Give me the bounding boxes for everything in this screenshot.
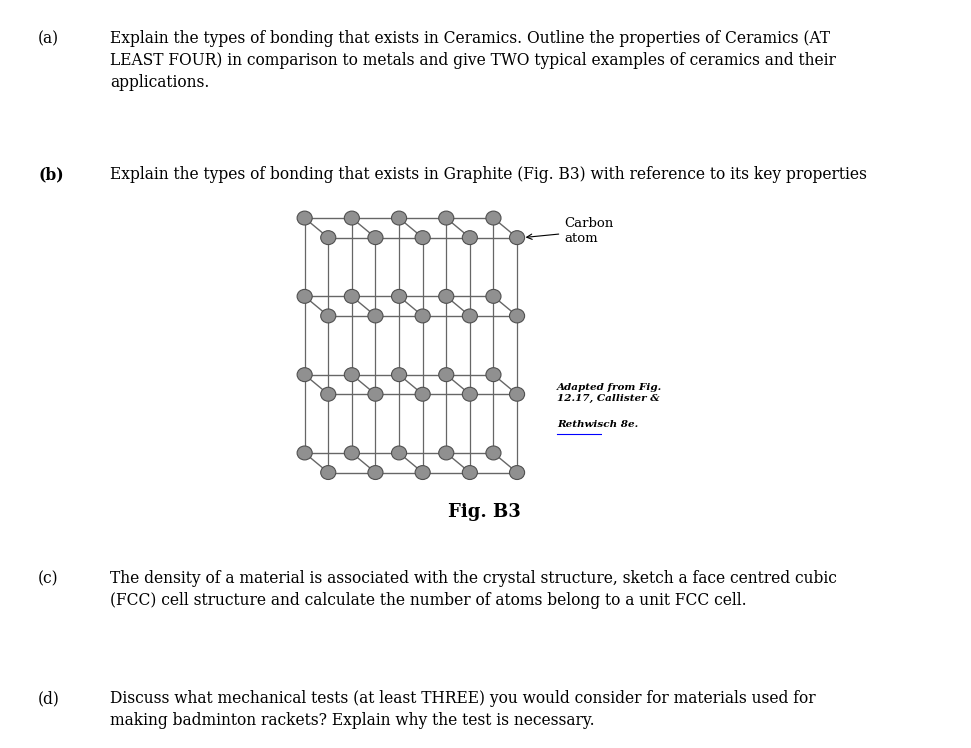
Circle shape	[297, 289, 313, 304]
Circle shape	[320, 309, 336, 323]
Text: Carbon
atom: Carbon atom	[526, 217, 614, 245]
Text: (d): (d)	[38, 690, 60, 707]
Text: Fig. B3: Fig. B3	[448, 503, 520, 521]
Circle shape	[510, 230, 524, 245]
Circle shape	[297, 368, 313, 381]
Circle shape	[391, 289, 407, 304]
Circle shape	[320, 230, 336, 245]
Circle shape	[439, 211, 453, 225]
Text: (b): (b)	[38, 166, 64, 183]
Circle shape	[416, 387, 430, 401]
Circle shape	[416, 230, 430, 245]
Text: (a): (a)	[38, 30, 59, 47]
Circle shape	[486, 211, 501, 225]
Circle shape	[368, 230, 383, 245]
Circle shape	[391, 368, 407, 381]
Circle shape	[486, 446, 501, 460]
Circle shape	[345, 368, 359, 381]
Text: (c): (c)	[38, 570, 58, 587]
Circle shape	[462, 387, 478, 401]
Circle shape	[416, 465, 430, 479]
Circle shape	[391, 211, 407, 225]
Circle shape	[416, 309, 430, 323]
Circle shape	[510, 309, 524, 323]
Text: Rethwisch 8e.: Rethwisch 8e.	[557, 420, 638, 429]
Circle shape	[345, 446, 359, 460]
Circle shape	[510, 387, 524, 401]
Circle shape	[439, 368, 453, 381]
Text: Discuss what mechanical tests (at least THREE) you would consider for materials : Discuss what mechanical tests (at least …	[110, 690, 816, 729]
Text: The density of a material is associated with the crystal structure, sketch a fac: The density of a material is associated …	[110, 570, 837, 609]
Circle shape	[345, 211, 359, 225]
Text: Explain the types of bonding that exists in Graphite (Fig. B3) with reference to: Explain the types of bonding that exists…	[110, 166, 867, 183]
Circle shape	[486, 368, 501, 381]
Text: Adapted from Fig.
12.17, Callister &: Adapted from Fig. 12.17, Callister &	[557, 384, 662, 403]
Circle shape	[462, 465, 478, 479]
Circle shape	[368, 387, 383, 401]
Circle shape	[297, 211, 313, 225]
Circle shape	[462, 309, 478, 323]
Circle shape	[486, 289, 501, 304]
Circle shape	[368, 465, 383, 479]
Text: Explain the types of bonding that exists in Ceramics. Outline the properties of : Explain the types of bonding that exists…	[110, 30, 836, 91]
Circle shape	[345, 289, 359, 304]
Circle shape	[320, 465, 336, 479]
Circle shape	[320, 387, 336, 401]
Circle shape	[297, 446, 313, 460]
Circle shape	[391, 446, 407, 460]
Circle shape	[439, 446, 453, 460]
Circle shape	[510, 465, 524, 479]
Circle shape	[368, 309, 383, 323]
Circle shape	[439, 289, 453, 304]
Circle shape	[462, 230, 478, 245]
